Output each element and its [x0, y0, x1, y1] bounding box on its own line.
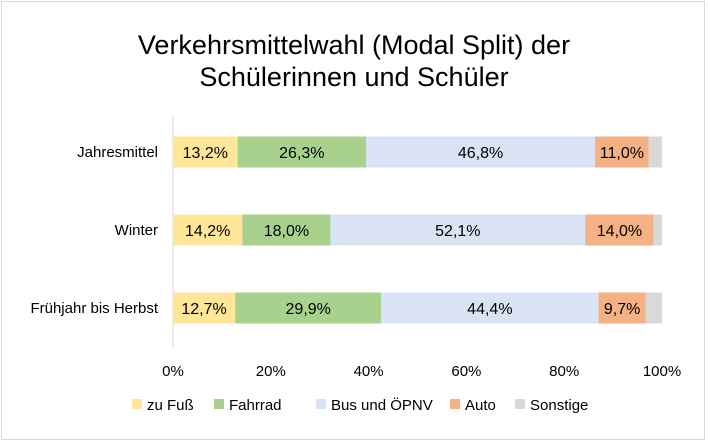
chart-legend: zu Fuß Fahrrad Bus und ÖPNV Auto Sonstige	[132, 396, 588, 414]
chart-title-line-2: Schülerinnen und Schüler	[199, 62, 508, 92]
chart-title-line-1: Verkehrsmittelwahl (Modal Split) der	[138, 30, 570, 60]
data-label-bus-und-oepnv: 46,8%	[458, 145, 503, 162]
category-labels: Jahresmittel Winter Frühjahr bis Herbst	[30, 144, 158, 317]
legend-label: Bus und ÖPNV	[331, 396, 433, 414]
legend-item-fahrrad: Fahrrad	[214, 397, 282, 414]
bar-segment-auto	[585, 214, 654, 246]
legend-label: Fahrrad	[229, 397, 282, 414]
bar-segment-zu-fuss	[173, 292, 236, 324]
bar-row-jahresmittel: 13,2% 26,3% 46,8% 11,0%	[173, 136, 662, 168]
x-tick-label: 40%	[354, 363, 384, 380]
legend-swatch	[214, 399, 224, 409]
legend-item-zu-fuss: zu Fuß	[132, 397, 194, 414]
bar-row-fruehjahr-bis-herbst: 12,7% 29,9% 44,4% 9,7%	[173, 292, 662, 324]
stacked-bars: 13,2% 26,3% 46,8% 11,0% 14,2% 18,0% 52,1% 14,0%…	[173, 136, 662, 324]
bar-segment-zu-fuss	[173, 136, 238, 168]
legend-swatch	[450, 399, 460, 409]
data-label-bus-und-oepnv: 44,4%	[467, 301, 512, 318]
category-label-fruehjahr-bis-herbst: Frühjahr bis Herbst	[30, 300, 158, 317]
x-tick-label: 20%	[256, 363, 286, 380]
bar-segment-fahrrad	[242, 214, 331, 246]
data-label-fahrrad: 18,0%	[264, 223, 309, 240]
data-label-auto: 11,0%	[600, 145, 644, 162]
legend-item-bus-und-oepnv: Bus und ÖPNV	[316, 396, 433, 414]
x-tick-label: 0%	[162, 363, 184, 380]
legend-label: Auto	[465, 397, 496, 414]
data-label-auto: 9,7%	[604, 301, 640, 318]
data-label-fahrrad: 26,3%	[279, 145, 324, 162]
legend-swatch	[132, 399, 142, 409]
x-tick-label: 80%	[549, 363, 579, 380]
legend-swatch	[515, 399, 525, 409]
legend-item-auto: Auto	[450, 397, 496, 414]
chart-title: Verkehrsmittelwahl (Modal Split) derSchü…	[138, 30, 570, 92]
bar-segment-bus-und-oepnv	[366, 136, 596, 168]
data-label-auto: 14,0%	[597, 223, 642, 240]
data-label-zu-fuss: 13,2%	[183, 145, 228, 162]
bar-segment-sonstige	[653, 214, 662, 246]
data-label-zu-fuss: 14,2%	[185, 223, 230, 240]
bar-segment-sonstige	[648, 136, 662, 168]
bar-segment-zu-fuss	[173, 214, 243, 246]
category-label-winter: Winter	[115, 222, 158, 239]
category-label-jahresmittel: Jahresmittel	[77, 144, 158, 161]
bar-segment-fahrrad	[237, 136, 367, 168]
data-label-zu-fuss: 12,7%	[181, 301, 226, 318]
bar-segment-sonstige	[645, 292, 662, 324]
legend-label: Sonstige	[530, 397, 588, 414]
bar-segment-auto	[598, 292, 646, 324]
data-label-bus-und-oepnv: 52,1%	[435, 223, 480, 240]
bar-row-winter: 14,2% 18,0% 52,1% 14,0%	[173, 214, 662, 246]
x-axis-ticks: 0% 20% 40% 60% 80% 100%	[162, 363, 681, 380]
x-tick-label: 100%	[643, 363, 681, 380]
data-label-fahrrad: 29,9%	[286, 301, 331, 318]
bar-segment-auto	[595, 136, 649, 168]
bar-segment-fahrrad	[235, 292, 382, 324]
legend-item-sonstige: Sonstige	[515, 397, 588, 414]
legend-swatch	[316, 399, 326, 409]
legend-label: zu Fuß	[147, 397, 194, 414]
bar-segment-bus-und-oepnv	[330, 214, 586, 246]
bar-segment-bus-und-oepnv	[381, 292, 599, 324]
x-tick-label: 60%	[451, 363, 481, 380]
